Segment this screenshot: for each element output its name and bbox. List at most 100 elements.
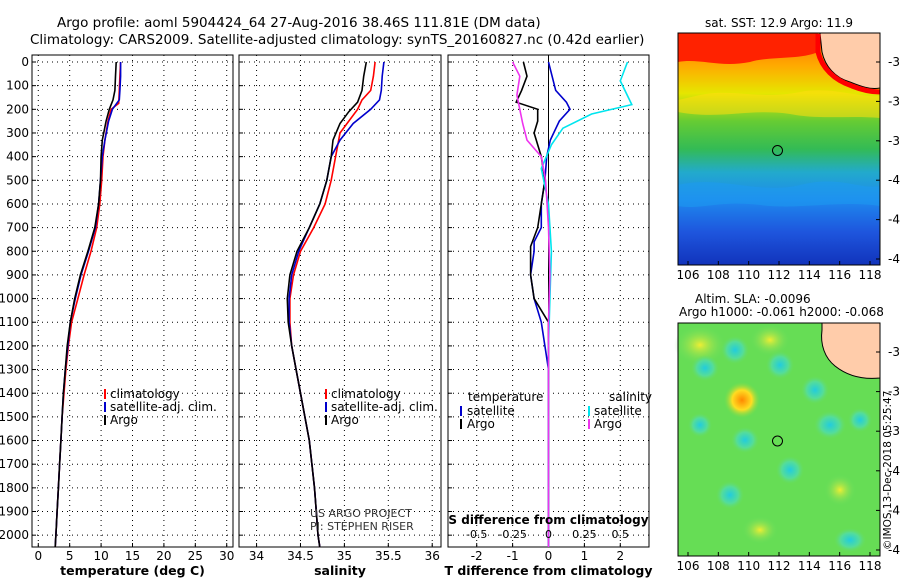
legend-label: Argo (110, 413, 138, 427)
x-tick-label: 2 (616, 549, 624, 563)
top-x-tick-label: 0.25 (572, 528, 597, 541)
x-tick-label: 10 (93, 549, 108, 563)
legend-label: satellite (594, 404, 642, 418)
sla-map-title2: Argo h1000: -0.061 h2000: -0.068 (679, 305, 884, 319)
lat-tick-label: -36 (888, 94, 900, 108)
x-tick-label: 35 (337, 549, 352, 563)
y-tick-label: 1200 (0, 339, 29, 353)
x-tick-label: 20 (156, 549, 171, 563)
legend-label: Argo (467, 417, 495, 431)
y-tick-label: 800 (6, 244, 29, 258)
imos-credit: ©IMOS 13-Dec-2018 05:25:47 (882, 391, 894, 550)
argo-location-marker-sst (772, 145, 783, 156)
y-tick-label: 1400 (0, 386, 29, 400)
series-line (54, 61, 117, 548)
x-tick-label: 36 (425, 549, 440, 563)
annotation: US ARGO PROJECT (310, 507, 412, 520)
series-line (529, 61, 571, 547)
lon-tick-label: 116 (828, 559, 851, 573)
y-tick-label: 200 (6, 102, 29, 116)
y-tick-label: 1800 (0, 481, 29, 495)
x-tick-label: 34.5 (287, 549, 314, 563)
lat-tick-label: -40 (888, 173, 900, 187)
figure-title-line1: Argo profile: aoml 5904424_64 27-Aug-201… (57, 15, 541, 31)
y-tick-label: 0 (21, 55, 29, 69)
legend-label: satellite (467, 404, 515, 418)
y-tick-label: 1100 (0, 315, 29, 329)
series-line (511, 61, 551, 547)
y-tick-label: 400 (6, 150, 29, 164)
legend-title: temperature (468, 390, 543, 404)
y-tick-label: 1000 (0, 292, 29, 306)
lon-tick-label: 118 (859, 268, 882, 282)
lat-tick-label: -34 (888, 55, 900, 69)
x-tick-label: -2 (471, 549, 483, 563)
legend-label: climatology (110, 387, 180, 401)
y-tick-label: 1900 (0, 505, 29, 519)
legend-label: satellite-adj. clim. (331, 400, 438, 414)
lon-tick-label: 118 (859, 559, 882, 573)
lat-tick-label: -38 (888, 424, 900, 438)
lon-tick-label: 116 (828, 268, 851, 282)
legend-label: Argo (594, 417, 622, 431)
y-tick-label: 600 (6, 197, 29, 211)
lat-tick-label: -42 (888, 213, 900, 227)
y-tick-label: 500 (6, 173, 29, 187)
top-x-axis-label: S difference from climatology (448, 513, 648, 527)
x-tick-label: 30 (219, 549, 234, 563)
figure-title-line2: Climatology: CARS2009. Satellite-adjuste… (30, 32, 644, 48)
lat-tick-label: -44 (888, 543, 900, 557)
y-tick-label: 300 (6, 126, 29, 140)
lat-tick-label: -40 (888, 464, 900, 478)
x-axis-label: temperature (deg C) (60, 563, 205, 578)
lon-tick-label: 108 (707, 559, 730, 573)
y-tick-label: 100 (6, 79, 29, 93)
top-x-tick-label: 0.5 (612, 528, 630, 541)
legend-title: salinity (609, 390, 652, 404)
lat-tick-label: -38 (888, 134, 900, 148)
sla-map-title1: Altim. SLA: -0.0096 (695, 292, 811, 306)
x-tick-label: -1 (507, 549, 519, 563)
lon-tick-label: 114 (798, 268, 821, 282)
x-tick-label: 0 (34, 549, 42, 563)
difference-panel: -2 -1 0 1 2T difference from climatology temp… (444, 54, 653, 578)
y-tick-label: 1500 (0, 410, 29, 424)
x-tick-label: 34 (249, 549, 264, 563)
lat-tick-label: -44 (888, 252, 900, 266)
lon-tick-label: 106 (677, 268, 700, 282)
sla-map-axes: -34 -36 -38 -40 -42 -44 106 108 110 112 114 116 118 (677, 322, 900, 573)
lat-tick-label: -34 (888, 345, 900, 359)
argo-location-marker-sla (772, 435, 783, 447)
top-x-tick-label: -0.5 (466, 528, 487, 541)
lon-tick-label: 112 (768, 268, 791, 282)
y-tick-label: 1700 (0, 457, 29, 471)
y-tick-label: 1300 (0, 363, 29, 377)
top-x-tick-label: -0.25 (498, 528, 526, 541)
temperature-panel: 0100200300400500600700800900100011001200… (0, 54, 234, 578)
y-tick-label: 2000 (0, 528, 29, 542)
x-tick-label: 35.5 (375, 549, 402, 563)
x-axis-label: T difference from climatology (444, 563, 652, 578)
lon-tick-label: 108 (707, 268, 730, 282)
y-tick-label: 700 (6, 221, 29, 235)
sst-map-axes: -34 -36 -38 -40 -42 -44 106 108 110 112 114 116 118 (677, 32, 900, 282)
x-tick-label: 15 (125, 549, 140, 563)
sst-map-title: sat. SST: 12.9 Argo: 11.9 (705, 16, 853, 30)
lon-tick-label: 106 (677, 559, 700, 573)
legend-label: Argo (331, 413, 359, 427)
y-tick-label: 1600 (0, 434, 29, 448)
lat-tick-label: -36 (888, 385, 900, 399)
lon-tick-label: 110 (737, 268, 760, 282)
legend-label: climatology (331, 387, 401, 401)
lon-tick-label: 114 (798, 559, 821, 573)
x-tick-label: 1 (581, 549, 589, 563)
y-tick-label: 900 (6, 268, 29, 282)
legend-label: satellite-adj. clim. (110, 400, 217, 414)
lat-tick-label: -42 (888, 503, 900, 517)
x-axis-label: salinity (314, 563, 366, 578)
x-tick-label: 25 (188, 549, 203, 563)
x-tick-label: 5 (66, 549, 74, 563)
series-line (286, 61, 368, 548)
